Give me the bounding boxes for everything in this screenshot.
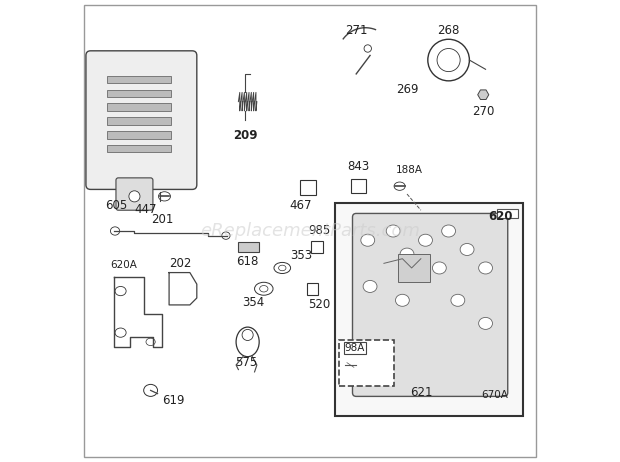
Ellipse shape <box>460 243 474 255</box>
Text: 202: 202 <box>169 257 192 270</box>
Ellipse shape <box>159 192 170 201</box>
Polygon shape <box>477 90 489 99</box>
Text: 620A: 620A <box>110 260 137 270</box>
FancyBboxPatch shape <box>86 51 197 189</box>
Bar <box>497 209 518 218</box>
Text: eReplacementParts.com: eReplacementParts.com <box>200 222 420 240</box>
Ellipse shape <box>129 191 140 202</box>
Ellipse shape <box>255 282 273 295</box>
Ellipse shape <box>386 225 400 237</box>
Ellipse shape <box>418 234 432 246</box>
Ellipse shape <box>144 384 157 396</box>
Text: 354: 354 <box>242 296 265 309</box>
Text: 520: 520 <box>308 298 330 311</box>
Bar <box>238 242 259 252</box>
Ellipse shape <box>441 225 456 237</box>
Ellipse shape <box>278 265 286 271</box>
FancyBboxPatch shape <box>353 213 508 396</box>
Bar <box>311 241 322 253</box>
Ellipse shape <box>115 328 126 337</box>
Ellipse shape <box>437 49 460 72</box>
Bar <box>107 145 171 152</box>
Ellipse shape <box>363 280 377 292</box>
Bar <box>107 131 171 139</box>
Text: 605: 605 <box>105 199 127 212</box>
Bar <box>335 203 523 416</box>
Bar <box>107 76 171 83</box>
Ellipse shape <box>400 248 414 260</box>
Ellipse shape <box>394 182 405 190</box>
Text: 621: 621 <box>410 386 432 399</box>
Ellipse shape <box>242 329 253 340</box>
Ellipse shape <box>236 327 259 357</box>
Bar <box>107 117 171 125</box>
Ellipse shape <box>222 232 230 239</box>
Ellipse shape <box>110 227 120 235</box>
Ellipse shape <box>479 262 492 274</box>
Ellipse shape <box>274 262 291 274</box>
Text: 670A: 670A <box>481 390 508 401</box>
Text: 843: 843 <box>347 160 370 173</box>
Ellipse shape <box>451 294 465 306</box>
Text: 209: 209 <box>233 129 257 142</box>
Ellipse shape <box>361 234 374 246</box>
FancyBboxPatch shape <box>116 178 153 210</box>
Text: 353: 353 <box>290 249 312 262</box>
Bar <box>351 179 366 193</box>
Ellipse shape <box>396 294 409 306</box>
Bar <box>107 103 171 111</box>
Ellipse shape <box>364 45 371 52</box>
Text: 467: 467 <box>290 199 312 212</box>
Bar <box>299 180 316 195</box>
Text: 269: 269 <box>396 83 418 96</box>
Text: 619: 619 <box>162 394 185 407</box>
Text: 268: 268 <box>438 24 460 37</box>
Text: 620: 620 <box>488 210 512 223</box>
Ellipse shape <box>115 286 126 296</box>
Text: 985: 985 <box>308 224 330 237</box>
Text: 447: 447 <box>135 203 157 216</box>
Text: 188A: 188A <box>396 164 423 175</box>
Bar <box>107 90 171 97</box>
Text: 618: 618 <box>236 255 259 268</box>
Text: 270: 270 <box>472 105 494 118</box>
Text: 575: 575 <box>235 356 257 369</box>
Text: 98A: 98A <box>345 343 365 353</box>
Bar <box>339 340 394 386</box>
Bar <box>306 283 318 295</box>
Ellipse shape <box>432 262 446 274</box>
Ellipse shape <box>146 338 155 346</box>
Ellipse shape <box>428 39 469 81</box>
Ellipse shape <box>479 317 492 329</box>
Ellipse shape <box>260 286 268 292</box>
Text: 201: 201 <box>151 213 174 226</box>
Bar <box>398 254 430 282</box>
Text: 271: 271 <box>345 24 368 37</box>
